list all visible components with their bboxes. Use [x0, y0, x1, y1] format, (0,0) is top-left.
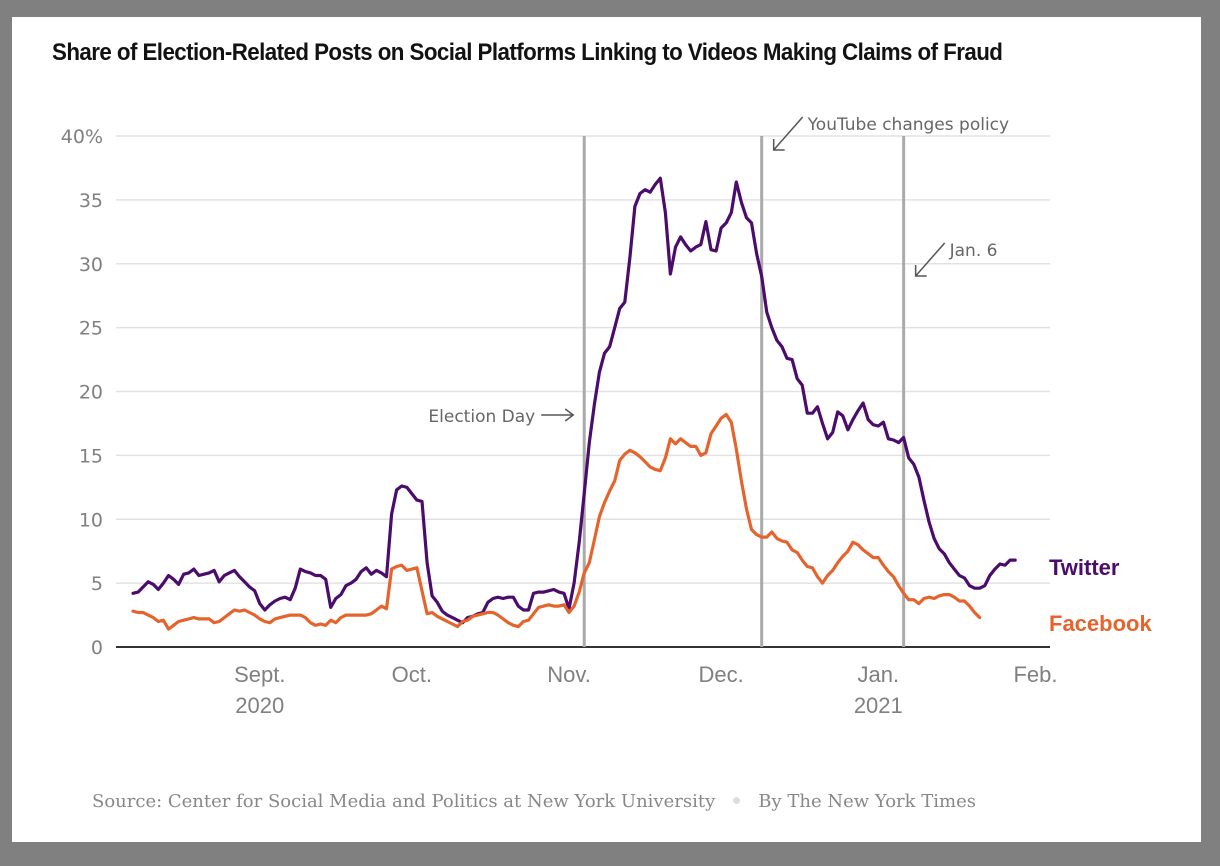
x-tick-year-label: 2020: [235, 693, 284, 718]
y-tick-label: 0: [91, 637, 103, 659]
y-tick-label: 5: [91, 573, 103, 595]
y-tick-label: 40%: [61, 126, 103, 148]
arrow-down-left-icon: [914, 242, 946, 277]
byline: By The New York Times: [758, 791, 976, 812]
series-lines: [131, 176, 1017, 631]
y-tick-label: 35: [79, 190, 103, 212]
x-tick-year-label: 2021: [854, 693, 903, 718]
x-tick-label: Dec.: [698, 662, 743, 687]
y-tick-label: 30: [79, 254, 103, 276]
event-label: YouTube changes policy: [807, 115, 1009, 135]
series-line-facebook: [131, 412, 982, 631]
x-tick-label: Nov.: [547, 662, 591, 687]
event-label: Jan. 6: [949, 241, 998, 261]
x-axis-labels: Sept. 2020 Oct. Nov. Dec. Jan. 2021 Feb.: [234, 662, 1057, 718]
series-label-facebook: Facebook: [1049, 611, 1152, 636]
y-axis-labels: 0 5 10 15 20 25 30 35 40%: [61, 126, 103, 659]
series-line-twitter: [131, 176, 1017, 625]
series-labels: Twitter Facebook: [1049, 555, 1152, 636]
x-tick-label: Feb.: [1013, 662, 1057, 687]
y-tick-label: 15: [79, 445, 103, 467]
event-label: Election Day: [428, 407, 535, 427]
arrow-down-left-icon: [772, 116, 804, 151]
x-tick-label: Oct.: [392, 662, 432, 687]
separator-dot: [733, 797, 741, 804]
x-tick-label: Sept.: [234, 662, 285, 687]
arrow-right-icon: [541, 408, 575, 422]
x-tick-label: Jan.: [857, 662, 899, 687]
source-text: Source: Center for Social Media and Poli…: [92, 791, 716, 812]
series-label-twitter: Twitter: [1049, 555, 1120, 580]
source-line: Source: Center for Social Media and Poli…: [92, 791, 976, 812]
y-tick-label: 20: [79, 382, 103, 404]
chart-panel: Share of Election-Related Posts on Socia…: [12, 17, 1201, 842]
y-tick-label: 25: [79, 318, 103, 340]
y-tick-label: 10: [79, 509, 103, 531]
chart-title: Share of Election-Related Posts on Socia…: [52, 39, 1003, 66]
annotations: Election Day YouTube changes policy Jan. 6: [428, 115, 1009, 647]
